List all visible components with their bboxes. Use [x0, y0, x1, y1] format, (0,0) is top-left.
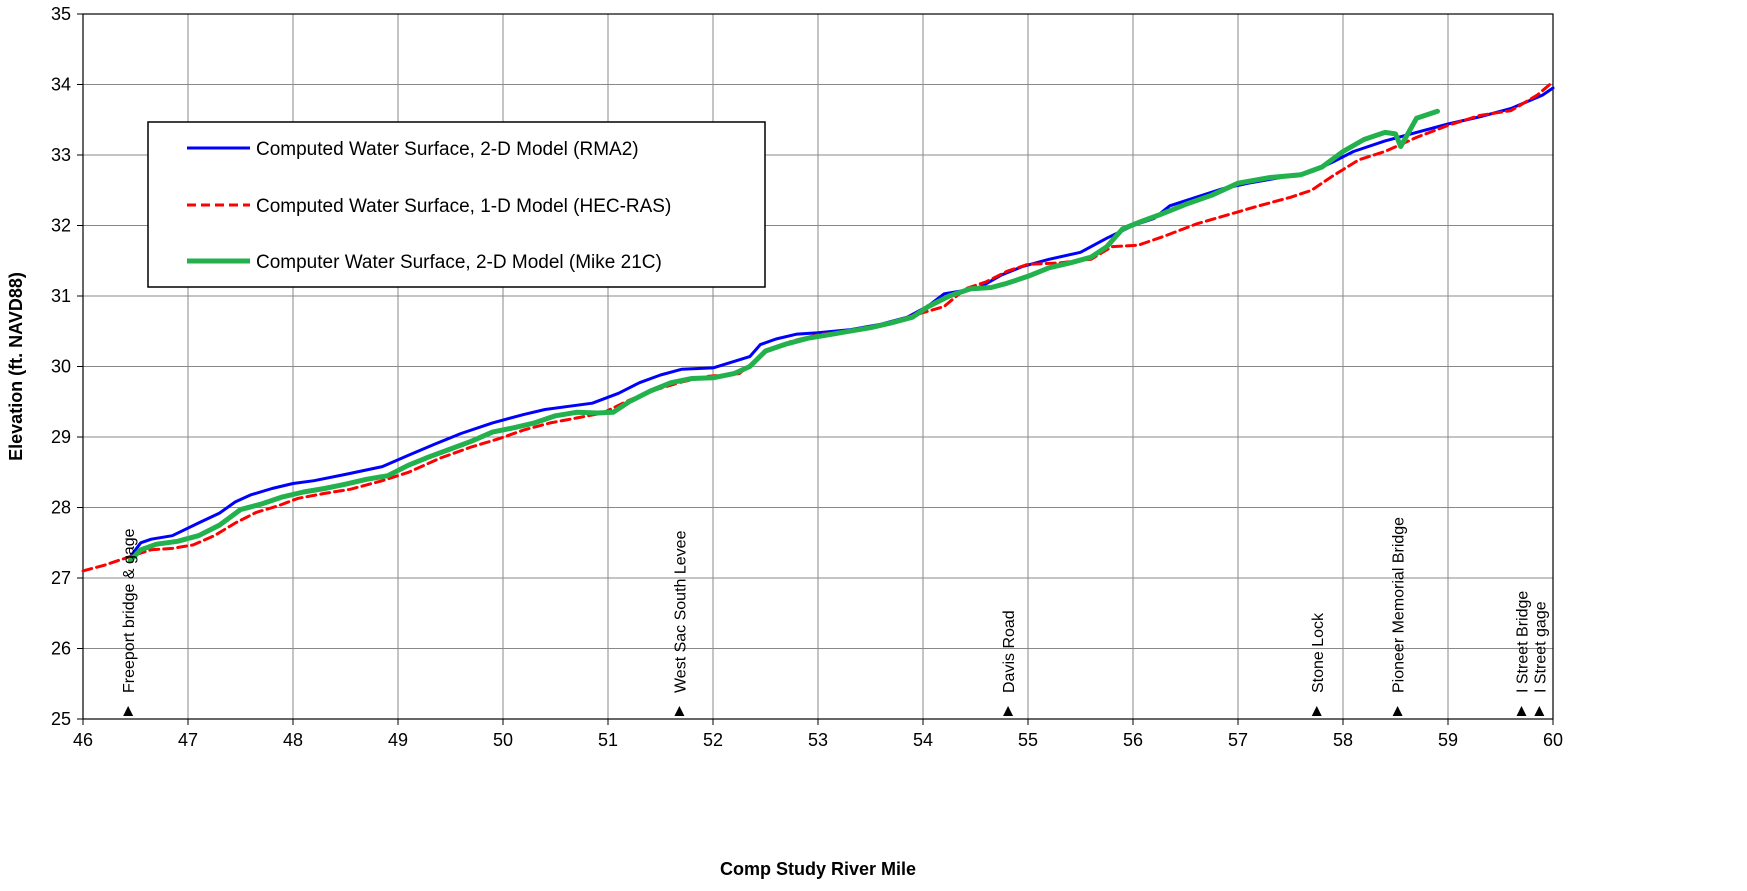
y-tick-label: 33 — [51, 145, 71, 165]
x-tick-label: 46 — [73, 730, 93, 750]
x-axis-title: Comp Study River Mile — [720, 859, 916, 879]
landmark-label: Pioneer Memorial Bridge — [1391, 517, 1408, 693]
legend: Computed Water Surface, 2-D Model (RMA2)… — [147, 121, 766, 288]
legend-box — [147, 121, 766, 288]
landmark-marker — [1534, 706, 1545, 716]
x-tick-label: 60 — [1543, 730, 1563, 750]
y-axis-title: Elevation (ft. NAVD88) — [6, 272, 26, 461]
landmark-label: Davis Road — [1001, 610, 1018, 693]
x-tick-label: 56 — [1123, 730, 1143, 750]
landmark-label: West Sac South Levee — [672, 530, 689, 693]
x-tick-label: 47 — [178, 730, 198, 750]
y-axis-ticks: 25 26 27 28 29 30 31 32 33 34 35 — [51, 4, 83, 729]
y-tick-label: 26 — [51, 639, 71, 659]
y-tick-label: 35 — [51, 4, 71, 24]
legend-label-2: Computed Water Surface, 1-D Model (HEC-R… — [256, 196, 671, 217]
series-lines — [81, 80, 1555, 573]
landmark-marker — [1003, 706, 1014, 716]
x-tick-label: 48 — [283, 730, 303, 750]
legend-label-1: Computed Water Surface, 2-D Model (RMA2) — [256, 139, 639, 160]
landmark-label: Freeport bridge & gage — [121, 528, 138, 693]
grid — [82, 13, 1554, 720]
landmark-marker — [674, 706, 685, 716]
x-tick-label: 55 — [1018, 730, 1038, 750]
x-tick-label: 54 — [913, 730, 933, 750]
x-tick-label: 59 — [1438, 730, 1458, 750]
landmark-marker — [1311, 706, 1322, 716]
landmark-label: I Street gage — [1532, 601, 1549, 693]
x-tick-label: 51 — [598, 730, 618, 750]
y-tick-label: 27 — [51, 568, 71, 588]
landmark-marker — [1392, 706, 1403, 716]
series-line-3 — [127, 108, 1440, 563]
x-tick-label: 58 — [1333, 730, 1353, 750]
x-tick-label: 49 — [388, 730, 408, 750]
landmark-label: I Street Bridge — [1515, 591, 1532, 693]
landmark-annotations: Freeport bridge & gage West Sac South Lev… — [121, 517, 1549, 716]
legend-label-3: Computer Water Surface, 2-D Model (Mike … — [256, 252, 662, 273]
landmark-label: Stone Lock — [1310, 612, 1327, 693]
x-tick-label: 50 — [493, 730, 513, 750]
landmark-marker — [123, 706, 134, 716]
x-tick-label: 57 — [1228, 730, 1248, 750]
y-tick-label: 29 — [51, 427, 71, 447]
y-tick-label: 25 — [51, 709, 71, 729]
y-tick-label: 34 — [51, 75, 71, 95]
y-tick-label: 30 — [51, 357, 71, 377]
landmark-marker — [1516, 706, 1527, 716]
y-tick-label: 32 — [51, 216, 71, 236]
y-tick-label: 28 — [51, 498, 71, 518]
x-axis-ticks: 46 47 48 49 50 51 52 53 54 55 56 57 58 59 60 — [73, 719, 1563, 750]
plot-frame — [82, 13, 1554, 720]
x-tick-label: 53 — [808, 730, 828, 750]
x-tick-label: 52 — [703, 730, 723, 750]
y-tick-label: 31 — [51, 286, 71, 306]
